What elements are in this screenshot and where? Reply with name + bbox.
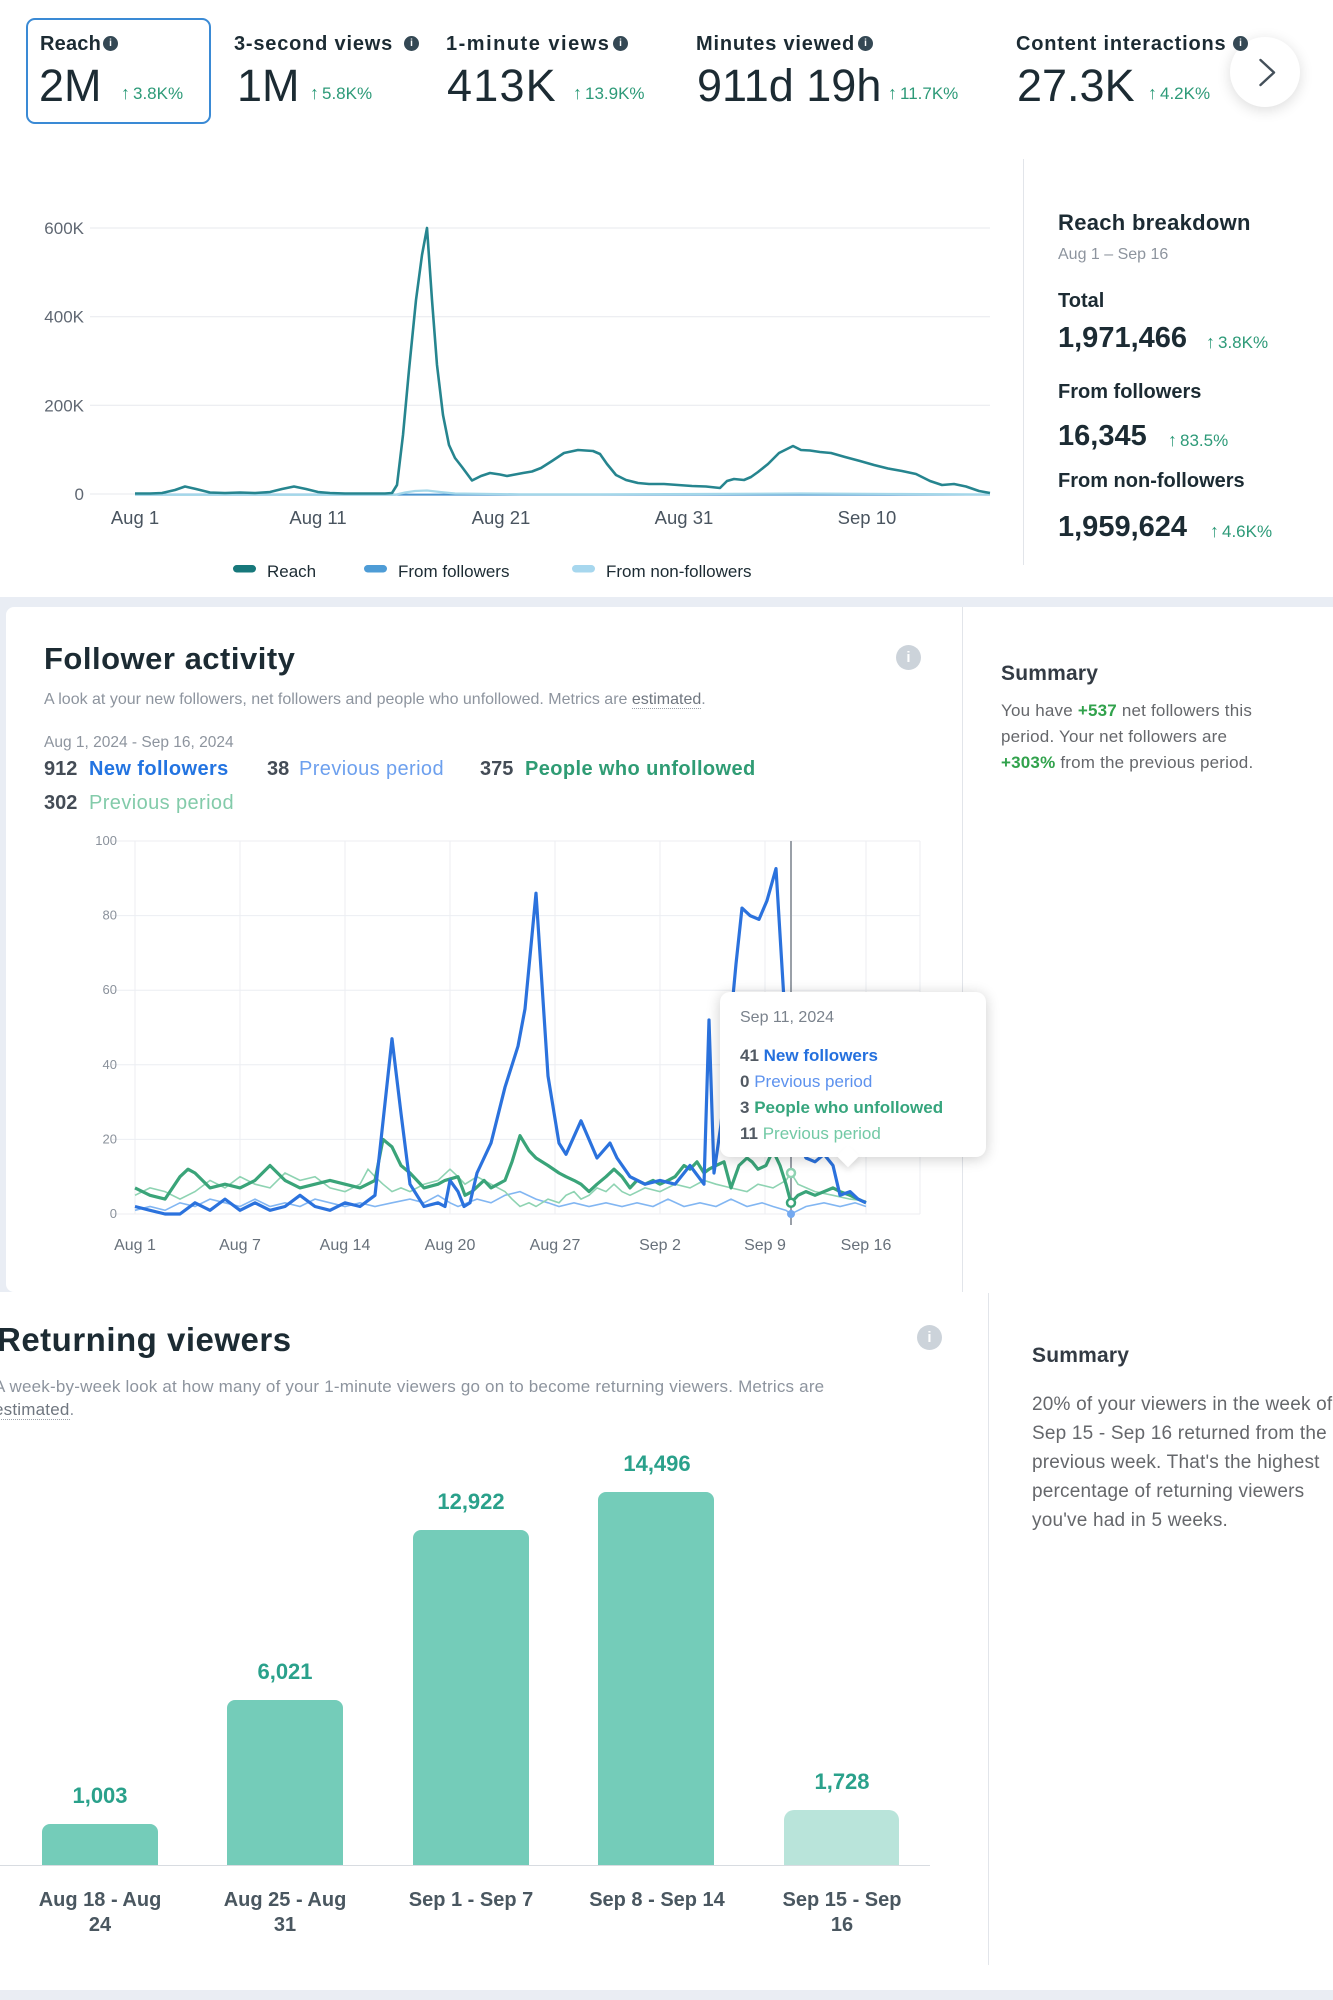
svg-text:Aug 20: Aug 20 <box>425 1237 476 1254</box>
svg-text:Aug 1: Aug 1 <box>111 507 159 528</box>
svg-text:Sep 2: Sep 2 <box>639 1237 681 1254</box>
svg-text:Sep 10: Sep 10 <box>838 507 897 528</box>
svg-text:Aug 1: Aug 1 <box>114 1237 156 1254</box>
svg-text:40: 40 <box>103 1057 117 1072</box>
svg-text:Sep 9: Sep 9 <box>744 1237 786 1254</box>
svg-text:Reach: Reach <box>267 562 316 581</box>
svg-text:Aug 31: Aug 31 <box>655 507 714 528</box>
svg-text:Aug 14: Aug 14 <box>320 1237 371 1254</box>
svg-text:400K: 400K <box>44 308 84 327</box>
svg-text:Aug 11: Aug 11 <box>289 507 346 528</box>
svg-text:200K: 200K <box>44 396 84 415</box>
svg-text:Aug 27: Aug 27 <box>530 1237 581 1254</box>
svg-text:60: 60 <box>103 982 117 997</box>
svg-text:Sep 16: Sep 16 <box>841 1237 892 1254</box>
svg-text:Aug 7: Aug 7 <box>219 1237 261 1254</box>
svg-text:80: 80 <box>103 908 117 923</box>
svg-text:Aug 21: Aug 21 <box>472 507 531 528</box>
svg-text:From followers: From followers <box>398 562 509 581</box>
svg-text:0: 0 <box>75 485 84 504</box>
svg-text:0: 0 <box>110 1206 117 1221</box>
svg-text:600K: 600K <box>44 219 84 238</box>
svg-text:20: 20 <box>103 1131 117 1146</box>
svg-text:From non-followers: From non-followers <box>606 562 752 581</box>
svg-text:100: 100 <box>95 833 117 848</box>
